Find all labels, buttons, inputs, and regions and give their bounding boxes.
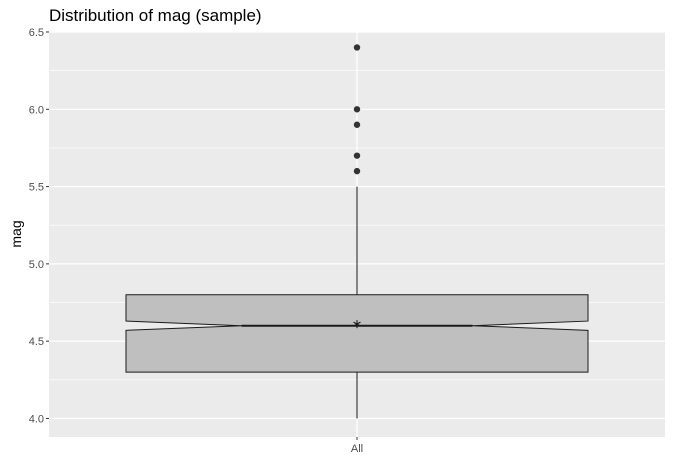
y-tick-label: 5.0 [29, 259, 44, 271]
outlier-point [353, 121, 361, 128]
y-tick-label: 5.5 [29, 182, 44, 194]
y-tick-label: 4.0 [29, 413, 44, 425]
outlier-point [353, 167, 361, 175]
box-plot [125, 44, 589, 419]
chart-title: Distribution of mag (sample) [49, 6, 262, 25]
x-axis: All [351, 437, 363, 455]
outlier-point [353, 152, 361, 159]
box-body [125, 294, 589, 373]
mean-marker-stroke [353, 321, 361, 327]
x-tick-label: All [351, 443, 363, 455]
y-axis-label: mag [8, 220, 24, 247]
mean-marker [353, 320, 361, 329]
y-tick-label: 6.0 [29, 104, 44, 116]
outlier-point [353, 106, 361, 113]
y-axis: 4.0 4.5 5.0 5.5 6.0 6.5 [29, 27, 49, 425]
y-tick-label: 6.5 [29, 27, 44, 39]
outlier-point [353, 44, 361, 51]
y-tick-label: 4.5 [29, 336, 44, 348]
